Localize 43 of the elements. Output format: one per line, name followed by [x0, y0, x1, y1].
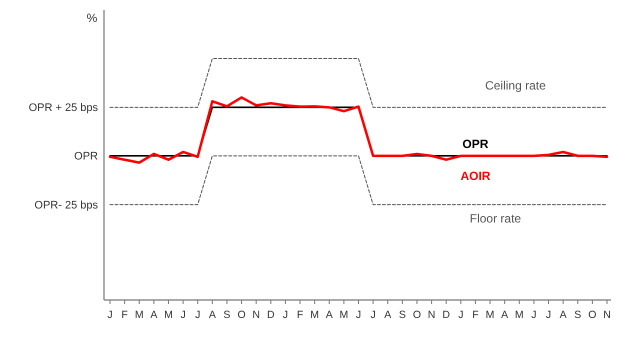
x-tick-label: J [546, 309, 552, 321]
x-tick-label: J [180, 309, 186, 321]
x-tick-label: M [486, 309, 494, 321]
text: OPR [74, 150, 98, 163]
text: OPR- 25 bps [34, 199, 98, 212]
y-axis-title: % [86, 11, 98, 25]
x-tick-label: J [282, 309, 288, 321]
series-label: Ceiling rate [485, 78, 546, 92]
x-tick-label: S [223, 309, 230, 321]
x-tick-label: J [531, 309, 537, 321]
x-tick-label: F [121, 309, 128, 321]
x-tick-label: J [195, 309, 200, 321]
x-tick-label: N [603, 309, 611, 321]
x-tick-label: M [134, 309, 144, 321]
x-tick-label: S [574, 309, 582, 321]
x-tick-label: S [398, 309, 406, 321]
x-tick-label: J [458, 309, 464, 321]
x-tick-label: A [384, 309, 392, 321]
series-label: AOIR [460, 168, 491, 183]
text: OPR + 25 bps [28, 102, 98, 114]
x-tick-label: D [442, 309, 450, 321]
series-label: Floor rate [470, 212, 522, 226]
x-tick-label: M [340, 309, 348, 321]
x-tick-label: N [252, 309, 260, 321]
x-tick-label: F [472, 309, 479, 321]
x-tick-label: A [560, 309, 567, 321]
x-tick-label: N [428, 309, 436, 321]
x-tick-label: A [501, 309, 508, 321]
x-tick-label: J [107, 309, 113, 321]
x-tick-label: D [266, 309, 275, 321]
x-tick-label: M [164, 309, 173, 321]
x-tick-label: A [150, 309, 158, 321]
x-tick-label: F [296, 309, 304, 321]
x-tick-label: J [356, 309, 362, 321]
x-tick-label: M [310, 309, 320, 321]
x-tick-label: A [326, 309, 333, 321]
x-tick-label: M [514, 309, 524, 321]
x-tick-label: O [588, 309, 596, 321]
x-tick-label: O [237, 309, 246, 321]
x-tick-label: O [412, 309, 422, 321]
x-tick-label: A [208, 309, 216, 321]
x-tick-label: J [370, 309, 376, 321]
series-label: OPR [462, 136, 489, 151]
